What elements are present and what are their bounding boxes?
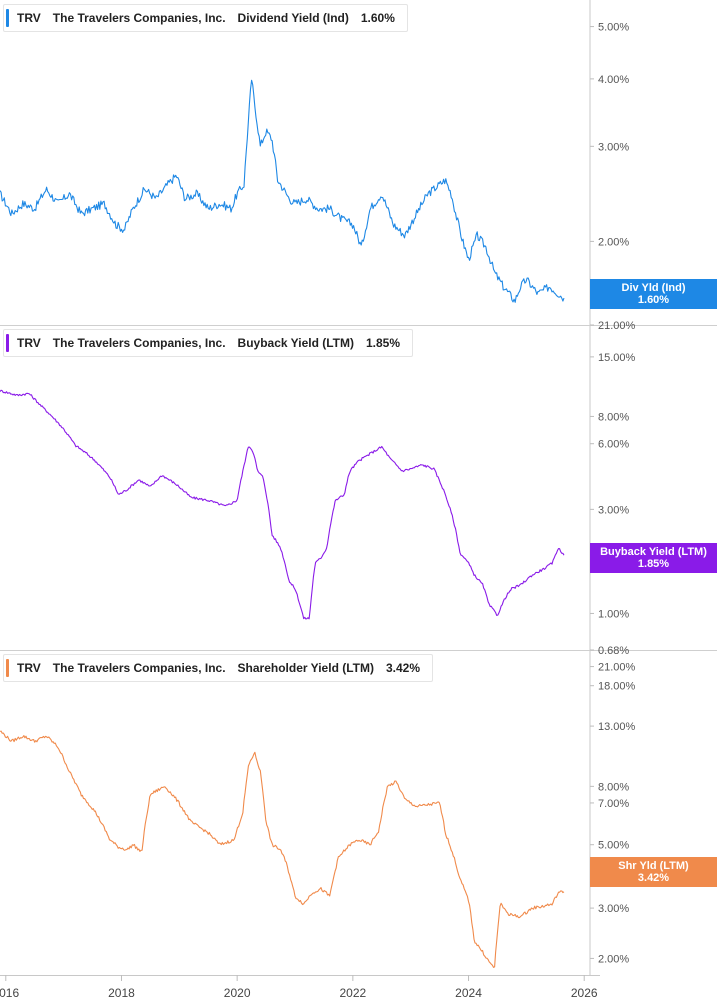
- legend-color-bar: [6, 9, 9, 27]
- legend-company: The Travelers Companies, Inc.: [52, 336, 226, 350]
- y-tick-label: 3.00%: [598, 903, 629, 915]
- y-tick-label: 6.00%: [598, 439, 629, 451]
- tag-label: Shr Yld (LTM): [618, 860, 689, 872]
- x-tick-label: 2020: [224, 986, 251, 1000]
- legend-ticker: TRV: [17, 336, 41, 350]
- legend-ticker: TRV: [17, 11, 41, 25]
- x-tick-label: 2026: [571, 986, 598, 1000]
- x-tick-label: 2016: [0, 986, 19, 1000]
- tag-label: Buyback Yield (LTM): [600, 546, 707, 558]
- legend-ticker: TRV: [17, 661, 41, 675]
- y-tick-label: 4.00%: [598, 74, 629, 86]
- legend-company: The Travelers Companies, Inc.: [52, 11, 226, 25]
- legend-buyback-yield: TRV The Travelers Companies, Inc. Buybac…: [3, 329, 414, 357]
- legend-company: The Travelers Companies, Inc.: [52, 661, 226, 675]
- y-tick-label: 15.00%: [598, 352, 636, 364]
- y-tick-label: 5.00%: [598, 22, 629, 34]
- legend-shareholder-yield: TRV The Travelers Companies, Inc. Shareh…: [3, 654, 434, 682]
- y-tick-label: 5.00%: [598, 840, 629, 852]
- y-tick-label: 13.00%: [598, 721, 636, 733]
- legend-value: 1.60%: [360, 11, 395, 25]
- series-line: [0, 79, 565, 303]
- y-tick-label: 21.00%: [598, 662, 636, 674]
- last-value-tag-buyback: Buyback Yield (LTM) 1.85%: [590, 543, 717, 573]
- legend-metric: Shareholder Yield (LTM): [237, 661, 374, 675]
- y-tick-label: 1.00%: [598, 608, 629, 620]
- y-tick-label: 8.00%: [598, 781, 629, 793]
- last-value-tag-shareholder: Shr Yld (LTM) 3.42%: [590, 857, 717, 887]
- x-tick-label: 2018: [108, 986, 135, 1000]
- legend-value: 1.85%: [366, 336, 401, 350]
- legend-metric: Dividend Yield (Ind): [237, 11, 349, 25]
- tag-value: 3.42%: [637, 872, 670, 884]
- series-line: [0, 730, 565, 968]
- last-value-tag-dividend: Div Yld (Ind) 1.60%: [590, 279, 717, 309]
- tag-value: 1.85%: [637, 558, 670, 570]
- y-tick-label: 18.00%: [598, 681, 636, 693]
- x-tick-label: 2022: [339, 986, 366, 1000]
- legend-value: 3.42%: [386, 661, 421, 675]
- tag-value: 1.60%: [637, 294, 670, 306]
- legend-color-bar: [6, 334, 9, 352]
- tag-label: Div Yld (Ind): [621, 282, 686, 294]
- y-tick-label: 2.00%: [598, 953, 629, 965]
- y-tick-label: 3.00%: [598, 141, 629, 153]
- x-tick-label: 2024: [455, 986, 482, 1000]
- y-tick-label: 21.00%: [598, 320, 636, 332]
- legend-dividend-yield: TRV The Travelers Companies, Inc. Divide…: [3, 4, 408, 32]
- legend-color-bar: [6, 659, 9, 677]
- y-tick-label: 7.00%: [598, 798, 629, 810]
- series-line: [0, 389, 565, 620]
- y-tick-label: 0.68%: [598, 645, 629, 657]
- legend-metric: Buyback Yield (LTM): [237, 336, 354, 350]
- y-tick-label: 3.00%: [598, 504, 629, 516]
- y-tick-label: 2.00%: [598, 236, 629, 248]
- y-tick-label: 8.00%: [598, 411, 629, 423]
